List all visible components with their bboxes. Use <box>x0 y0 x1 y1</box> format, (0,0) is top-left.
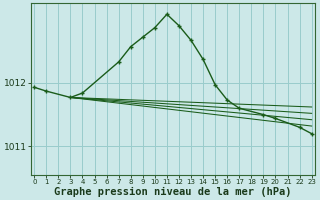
X-axis label: Graphe pression niveau de la mer (hPa): Graphe pression niveau de la mer (hPa) <box>54 186 292 197</box>
